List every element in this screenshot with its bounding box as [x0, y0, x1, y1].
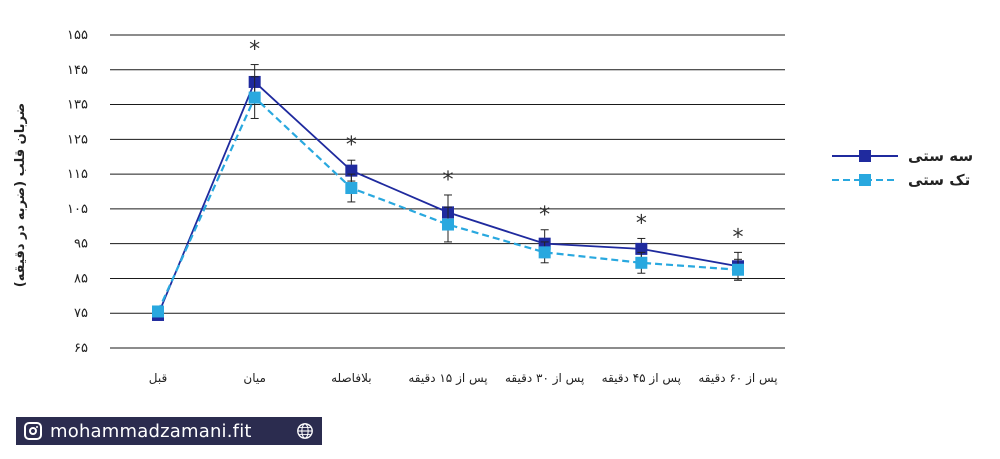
- y-tick-label: ۱۰۵: [67, 202, 88, 217]
- data-point: [635, 256, 648, 269]
- x-tick-label: پس از ۴۵ دقیقه: [602, 371, 681, 386]
- x-tick-label: پس از ۳۰ دقیقه: [505, 371, 584, 386]
- data-point: [152, 305, 164, 318]
- x-axis-ticks: قبل میان بلافاصله پس از ۱۵ دقیقه پس از ۳۰ دق…: [149, 371, 778, 386]
- y-axis-label: ضربان قلب (ضربه در دقیقه): [13, 103, 28, 287]
- significance-mark: *: [733, 225, 744, 250]
- legend-marker: [859, 174, 871, 186]
- x-tick-label: پس از ۶۰ دقیقه: [698, 371, 777, 386]
- footer-handle: mohammadzamani.fit: [50, 420, 252, 442]
- y-axis-ticks: ۶۵ ۷۵ ۸۵ ۹۵ ۱۰۵ ۱۱۵ ۱۲۵ ۱۳۵ ۱۴۵ ۱۵۵: [67, 28, 88, 356]
- x-tick-label: میان: [243, 371, 266, 385]
- legend-label: سه ستی: [908, 147, 973, 165]
- x-tick-label: پس از ۱۵ دقیقه: [408, 371, 487, 386]
- significance-markers: * * * * * *: [249, 38, 743, 251]
- y-tick-label: ۱۳۵: [67, 98, 88, 113]
- data-point: [732, 263, 744, 276]
- data-point: [345, 182, 358, 195]
- legend: سه ستی تک ستی: [832, 147, 973, 189]
- footer-banner: mohammadzamani.fit: [16, 417, 322, 445]
- significance-mark: *: [539, 203, 550, 228]
- significance-mark: *: [249, 38, 260, 63]
- globe-icon: [297, 423, 313, 439]
- significance-mark: *: [443, 168, 454, 193]
- y-tick-label: ۱۴۵: [67, 63, 88, 78]
- instagram-icon: [24, 422, 42, 440]
- x-tick-label: قبل: [149, 371, 167, 385]
- significance-mark: *: [636, 211, 647, 236]
- significance-mark: *: [346, 133, 357, 158]
- legend-marker: [859, 150, 871, 162]
- data-point: [442, 218, 454, 231]
- y-tick-label: ۹۵: [74, 237, 88, 252]
- series-2: [152, 76, 744, 318]
- y-tick-label: ۱۵۵: [67, 28, 88, 43]
- x-tick-label: بلافاصله: [331, 371, 372, 385]
- data-point: [248, 91, 261, 104]
- data-point: [538, 246, 551, 259]
- y-tick-label: ۷۵: [74, 306, 88, 321]
- y-tick-label: ۸۵: [74, 271, 88, 286]
- legend-label: تک ستی: [908, 171, 970, 189]
- y-tick-label: ۱۱۵: [67, 167, 88, 182]
- y-tick-label: ۱۲۵: [67, 132, 88, 147]
- series-layer: [152, 64, 744, 321]
- y-tick-label: ۶۵: [74, 341, 88, 356]
